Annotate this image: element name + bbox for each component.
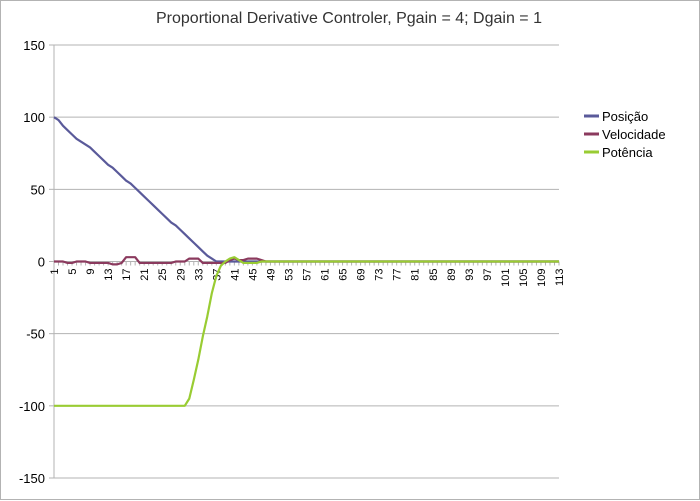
x-tick-label: 21 bbox=[139, 269, 151, 281]
x-tick-label: 13 bbox=[103, 269, 115, 281]
x-tick-label: 57 bbox=[302, 269, 314, 281]
x-tick-label: 5 bbox=[67, 269, 79, 275]
x-tick-label: 89 bbox=[446, 269, 458, 281]
legend-label: Potência bbox=[602, 145, 653, 160]
x-tick-label: 1 bbox=[49, 269, 61, 275]
x-tick-label: 113 bbox=[554, 269, 566, 287]
legend-label: Velocidade bbox=[602, 127, 666, 142]
legend: Posição Velocidade Potência bbox=[584, 109, 666, 160]
x-tick-label: 105 bbox=[518, 269, 530, 287]
legend-label: Posição bbox=[602, 109, 648, 124]
x-tick-label: 29 bbox=[175, 269, 187, 281]
y-tick-label: 150 bbox=[23, 38, 45, 53]
x-tick-label: 45 bbox=[247, 269, 259, 281]
x-tick-label: 53 bbox=[283, 269, 295, 281]
x-tick-label: 49 bbox=[265, 269, 277, 281]
series-line-3 bbox=[54, 256, 559, 407]
x-tick-label: 73 bbox=[374, 269, 386, 281]
x-tick-label: 65 bbox=[338, 269, 350, 281]
y-tick-labels: -150 -100 -50 0 50 100 150 bbox=[19, 38, 45, 486]
x-tick-label: 9 bbox=[85, 269, 97, 275]
x-tick-label: 81 bbox=[410, 269, 422, 281]
x-tick-label: 93 bbox=[464, 269, 476, 281]
x-tick-label: 109 bbox=[536, 269, 548, 287]
x-tick-label: 69 bbox=[356, 269, 368, 281]
x-tick-label: 77 bbox=[392, 269, 404, 281]
y-tick-label: 0 bbox=[38, 255, 45, 270]
x-tick-label: 33 bbox=[193, 269, 205, 281]
chart-title: Proportional Derivative Controler, Pgain… bbox=[156, 10, 542, 27]
x-tick-label: 85 bbox=[428, 269, 440, 281]
series-lines bbox=[53, 116, 559, 407]
x-tick-label: 41 bbox=[229, 269, 241, 281]
x-tick-label: 101 bbox=[500, 268, 512, 286]
x-tick-labels: 1 5 9 13 17 21 25 29 33 37 41 45 49 53 57 61 65 69 73 77 81 8… bbox=[49, 268, 566, 286]
y-tick-label: -50 bbox=[26, 327, 45, 342]
x-tick-label: 61 bbox=[320, 269, 332, 281]
y-tick-label: -150 bbox=[19, 471, 45, 486]
x-tick-label: 97 bbox=[482, 269, 494, 281]
x-tick-label: 25 bbox=[157, 269, 169, 281]
y-tick-label: 50 bbox=[31, 182, 45, 197]
x-tick-label: 17 bbox=[121, 269, 133, 281]
y-tick-label: 100 bbox=[23, 110, 45, 125]
y-tick-label: -100 bbox=[19, 399, 45, 414]
